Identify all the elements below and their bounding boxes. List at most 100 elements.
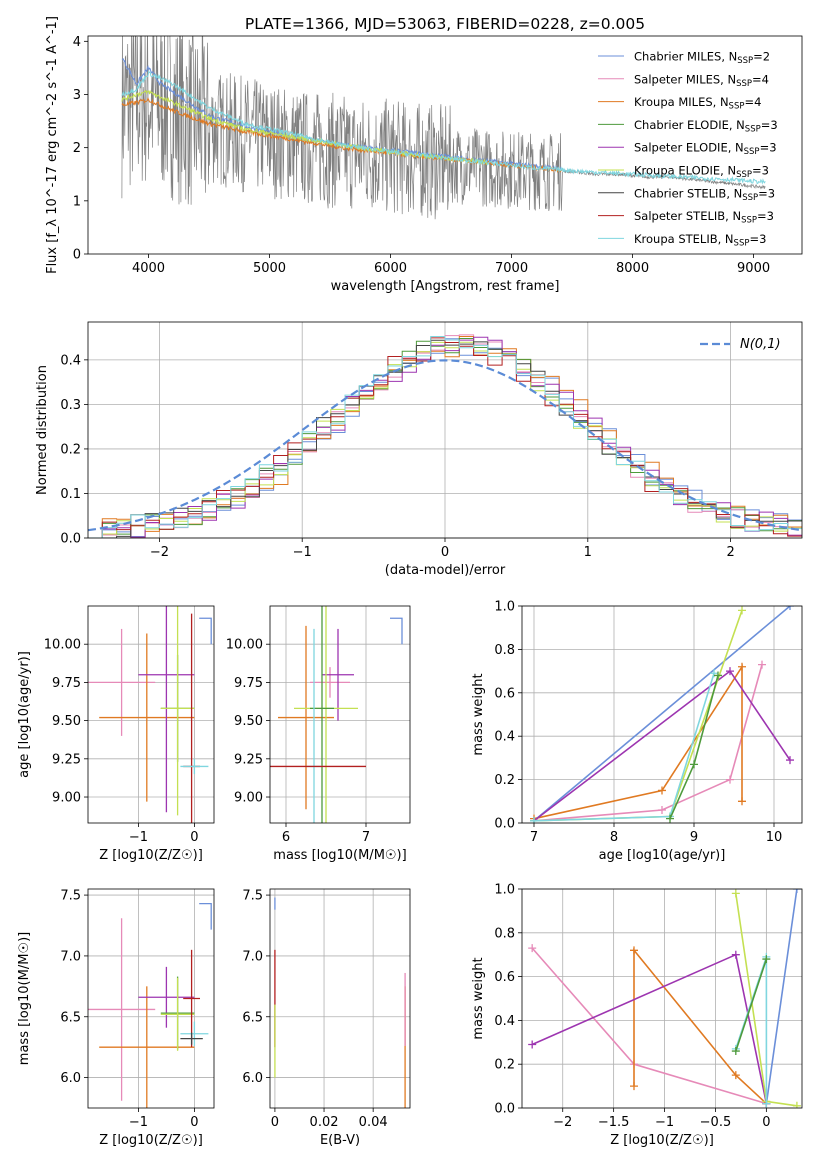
- y-axis-label: mass [log10(M/M☉)]: [17, 932, 32, 1065]
- x-tick-label: 0: [190, 1115, 198, 1130]
- series-marker: [738, 606, 746, 615]
- series-marker: [530, 816, 538, 823]
- figure-title: PLATE=1366, MJD=53063, FIBERID=0228, z=0…: [245, 15, 645, 33]
- legend-value: =3: [757, 209, 774, 223]
- legend-label: Chabrier STELIB, NSSP=3: [634, 186, 775, 203]
- plot-area: [274, 897, 406, 1108]
- y-axis-label: age [log10(age/yr)]: [17, 651, 32, 778]
- legend-value: =3: [749, 232, 766, 246]
- errorbar-point: [138, 966, 195, 1028]
- x-tick-label: −1: [293, 545, 312, 560]
- errorbar-point: [160, 977, 195, 1051]
- axes-frame: [521, 888, 803, 1109]
- y-axis-label: Flux [f_λ 10^-17 erg cm^-2 s^-1 A^-1]: [45, 16, 60, 274]
- x-tick-label: 0: [762, 1115, 770, 1130]
- legend-value: =3: [758, 186, 775, 200]
- y-tick-label: 0.4: [60, 353, 81, 368]
- errorbar-point: [322, 628, 354, 721]
- series-marker: [731, 1047, 740, 1056]
- legend-subscript: SSP: [737, 56, 753, 66]
- y-axis-label: mass weight: [471, 957, 486, 1039]
- x-tick-label: 9: [690, 830, 698, 845]
- residual-histogram: [88, 336, 802, 538]
- axes-frame: [87, 888, 215, 1109]
- y-tick-label: 0.0: [60, 532, 81, 547]
- y-axis-label: mass weight: [471, 673, 486, 755]
- gaussian-curve: [88, 359, 802, 532]
- x-tick-label: 7000: [495, 261, 528, 276]
- series-line: [765, 889, 798, 1104]
- errorbar-point: [88, 918, 156, 1101]
- series-marker: [738, 797, 746, 806]
- y-tick-label: 9.75: [234, 676, 263, 691]
- series-marker: [714, 671, 722, 680]
- series-marker: [630, 1082, 638, 1091]
- y-tick-label: 7.5: [242, 889, 263, 904]
- x-tick-label: 8: [610, 830, 618, 845]
- y-tick-label: 0.0: [494, 817, 515, 832]
- panel-mass_vs_ebv: 0 0.02 0.04 6.0 6.5 7.0 7.5 E(B-V): [242, 888, 411, 1148]
- series-marker: [762, 955, 771, 964]
- y-tick-label: 0.6: [494, 970, 515, 985]
- x-axis-label: Z [log10(Z/Z☉)]: [99, 848, 203, 863]
- series-marker: [528, 1040, 537, 1049]
- series-marker: [792, 1101, 801, 1108]
- y-tick-label: 0.4: [494, 1014, 515, 1029]
- y-tick-label: 0.8: [494, 643, 515, 658]
- y-tick-label: 9.00: [234, 791, 263, 806]
- series-marker: [792, 889, 801, 893]
- errorbar-point: [199, 617, 212, 645]
- y-tick-label: 0.0: [494, 1102, 515, 1117]
- y-tick-label: 1: [73, 194, 81, 209]
- series-line: [633, 948, 767, 1105]
- legend-value: =2: [753, 50, 770, 64]
- y-axis-label: Normed distribution: [35, 365, 50, 495]
- errorbar-line: [199, 902, 212, 930]
- x-tick-label: 7: [362, 830, 370, 845]
- errorbar-point: [160, 606, 195, 816]
- weight-series: [731, 955, 771, 1056]
- axes-frame: [87, 321, 803, 539]
- plot-area: [88, 902, 212, 1108]
- series-marker: [726, 775, 734, 784]
- x-tick-label: −1: [129, 1115, 148, 1130]
- series-marker: [726, 667, 734, 676]
- x-tick-label: 0: [190, 830, 198, 845]
- legend-value: =4: [752, 72, 769, 86]
- y-tick-label: 7.5: [60, 889, 81, 904]
- x-axis-label: mass [log10(M/M☉)]: [273, 848, 406, 863]
- y-tick-label: 1.0: [494, 600, 515, 615]
- legend-subscript: SSP: [734, 238, 750, 248]
- y-tick-label: 9.25: [52, 752, 81, 767]
- axes-frame: [269, 888, 411, 1109]
- errorbar-line: [390, 617, 403, 645]
- x-tick-label: −0.5: [700, 1115, 732, 1130]
- y-tick-label: 6.5: [60, 1010, 81, 1025]
- legend-value: =3: [752, 164, 769, 178]
- errorbar-point: [390, 617, 403, 645]
- series-marker: [762, 1099, 771, 1108]
- x-axis-label: age [log10(age/yr)]: [599, 848, 726, 863]
- legend-label: N(0,1): [740, 337, 781, 352]
- series-marker: [658, 805, 666, 814]
- legend-subscript: SSP: [742, 193, 758, 203]
- y-tick-label: 9.50: [234, 714, 263, 729]
- panel-spectrum: 4000 5000 6000 7000 8000 9000 0 1 2 3 4 wavelength …: [45, 16, 803, 294]
- series-marker: [738, 662, 746, 671]
- series-line: [533, 664, 763, 822]
- y-tick-label: 0.2: [494, 1058, 515, 1073]
- y-tick-label: 3: [73, 88, 81, 103]
- legend-label: Salpeter STELIB, NSSP=3: [634, 209, 774, 226]
- series-marker: [758, 660, 766, 669]
- series-marker: [528, 944, 537, 953]
- x-axis-label: Z [log10(Z/Z☉)]: [99, 1133, 203, 1148]
- y-tick-label: 9.50: [52, 714, 81, 729]
- y-tick-label: 0.2: [494, 773, 515, 788]
- axes-frame: [521, 605, 803, 824]
- series-marker: [731, 889, 740, 898]
- plot-area: [528, 889, 801, 1108]
- x-tick-label: 5000: [253, 261, 286, 276]
- y-tick-label: 10.00: [44, 638, 81, 653]
- panel-mass_vs_Z: −1 0 6.0 6.5 7.0 7.5 Z [log10(Z/Z☉)] mass [log1…: [17, 888, 215, 1148]
